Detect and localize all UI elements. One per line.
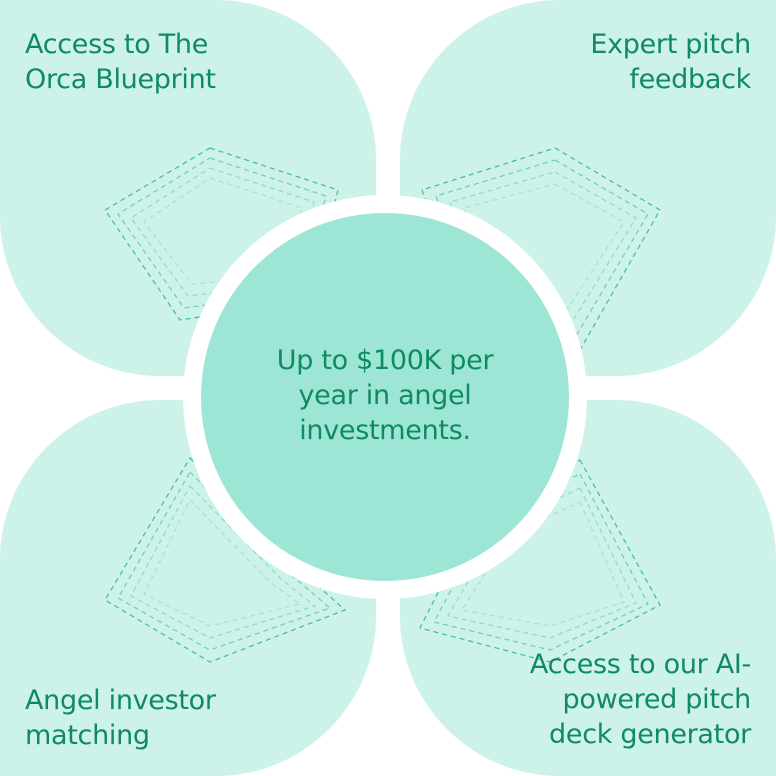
center-circle: Up to $100K per year in angel investment… (201, 213, 569, 581)
label-investor-matching: Angel investor matching (25, 685, 216, 751)
center-text: Up to $100K per year in angel investment… (276, 344, 494, 446)
label-orca-blueprint: Access to The Orca Blueprint (25, 29, 216, 95)
label-pitch-feedback: Expert pitch feedback (590, 29, 751, 95)
label-deck-generator: Access to our AI- powered pitch deck gen… (529, 649, 751, 750)
